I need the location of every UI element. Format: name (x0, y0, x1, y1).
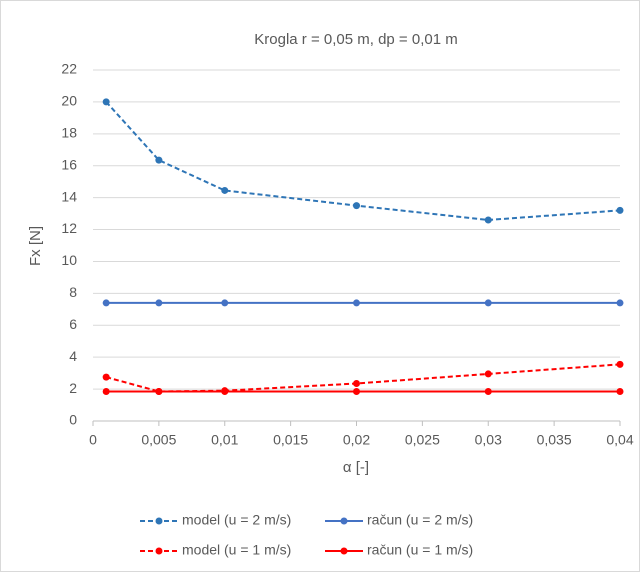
y-tick-label: 0 (69, 412, 77, 428)
y-tick-label: 18 (61, 125, 77, 141)
data-point (484, 387, 492, 395)
data-point (616, 360, 624, 368)
data-point (102, 387, 110, 395)
data-point (353, 202, 360, 210)
x-tick-label: 0,04 (606, 432, 633, 448)
y-tick-label: 4 (69, 348, 77, 364)
data-point (155, 156, 163, 164)
data-point (353, 387, 360, 395)
x-tick-label: 0,03 (475, 432, 502, 448)
x-axis-label: α [-] (343, 459, 369, 476)
y-tick-label: 6 (69, 316, 77, 332)
x-tick-label: 0,015 (273, 432, 308, 448)
data-point (484, 216, 492, 224)
data-point (616, 206, 624, 214)
legend-label: model (u = 1 m/s) (182, 542, 291, 558)
y-tick-label: 10 (61, 252, 77, 268)
data-point (616, 299, 624, 307)
data-point (616, 387, 624, 395)
series-line (105, 101, 621, 221)
y-tick-label: 20 (61, 93, 77, 109)
data-point (353, 380, 360, 388)
data-point (353, 299, 360, 307)
x-tick-label: 0 (89, 432, 97, 448)
y-tick-label: 16 (61, 156, 77, 172)
legend-label: račun (u = 1 m/s) (367, 542, 473, 558)
x-tick-label: 0,02 (343, 432, 370, 448)
data-point (221, 387, 229, 395)
data-point (102, 299, 110, 307)
x-tick-label: 0,035 (537, 432, 572, 448)
x-tick-label: 0,005 (141, 432, 176, 448)
data-point (484, 299, 492, 307)
legend-label: model (u = 2 m/s) (182, 512, 291, 528)
legend-marker (155, 517, 163, 525)
data-point (102, 98, 110, 106)
data-point (102, 373, 110, 381)
data-point (221, 186, 229, 194)
y-tick-label: 2 (69, 380, 77, 396)
y-axis-label: Fx [N] (27, 226, 44, 266)
y-tick-label: 8 (69, 284, 77, 300)
x-tick-label: 0,01 (211, 432, 238, 448)
legend-label: račun (u = 2 m/s) (367, 512, 473, 528)
legend-marker (340, 547, 348, 555)
legend-marker (340, 517, 348, 525)
series-line (105, 363, 621, 393)
y-tick-label: 22 (61, 61, 77, 77)
data-point (155, 299, 163, 307)
data-point (221, 299, 229, 307)
data-point (155, 387, 163, 395)
chart-title: Krogla r = 0,05 m, dp = 0,01 m (254, 31, 457, 48)
x-tick-label: 0,025 (405, 432, 440, 448)
data-point (484, 370, 492, 378)
legend-marker (155, 547, 163, 555)
y-tick-label: 12 (61, 220, 77, 236)
y-tick-label: 14 (61, 188, 77, 204)
